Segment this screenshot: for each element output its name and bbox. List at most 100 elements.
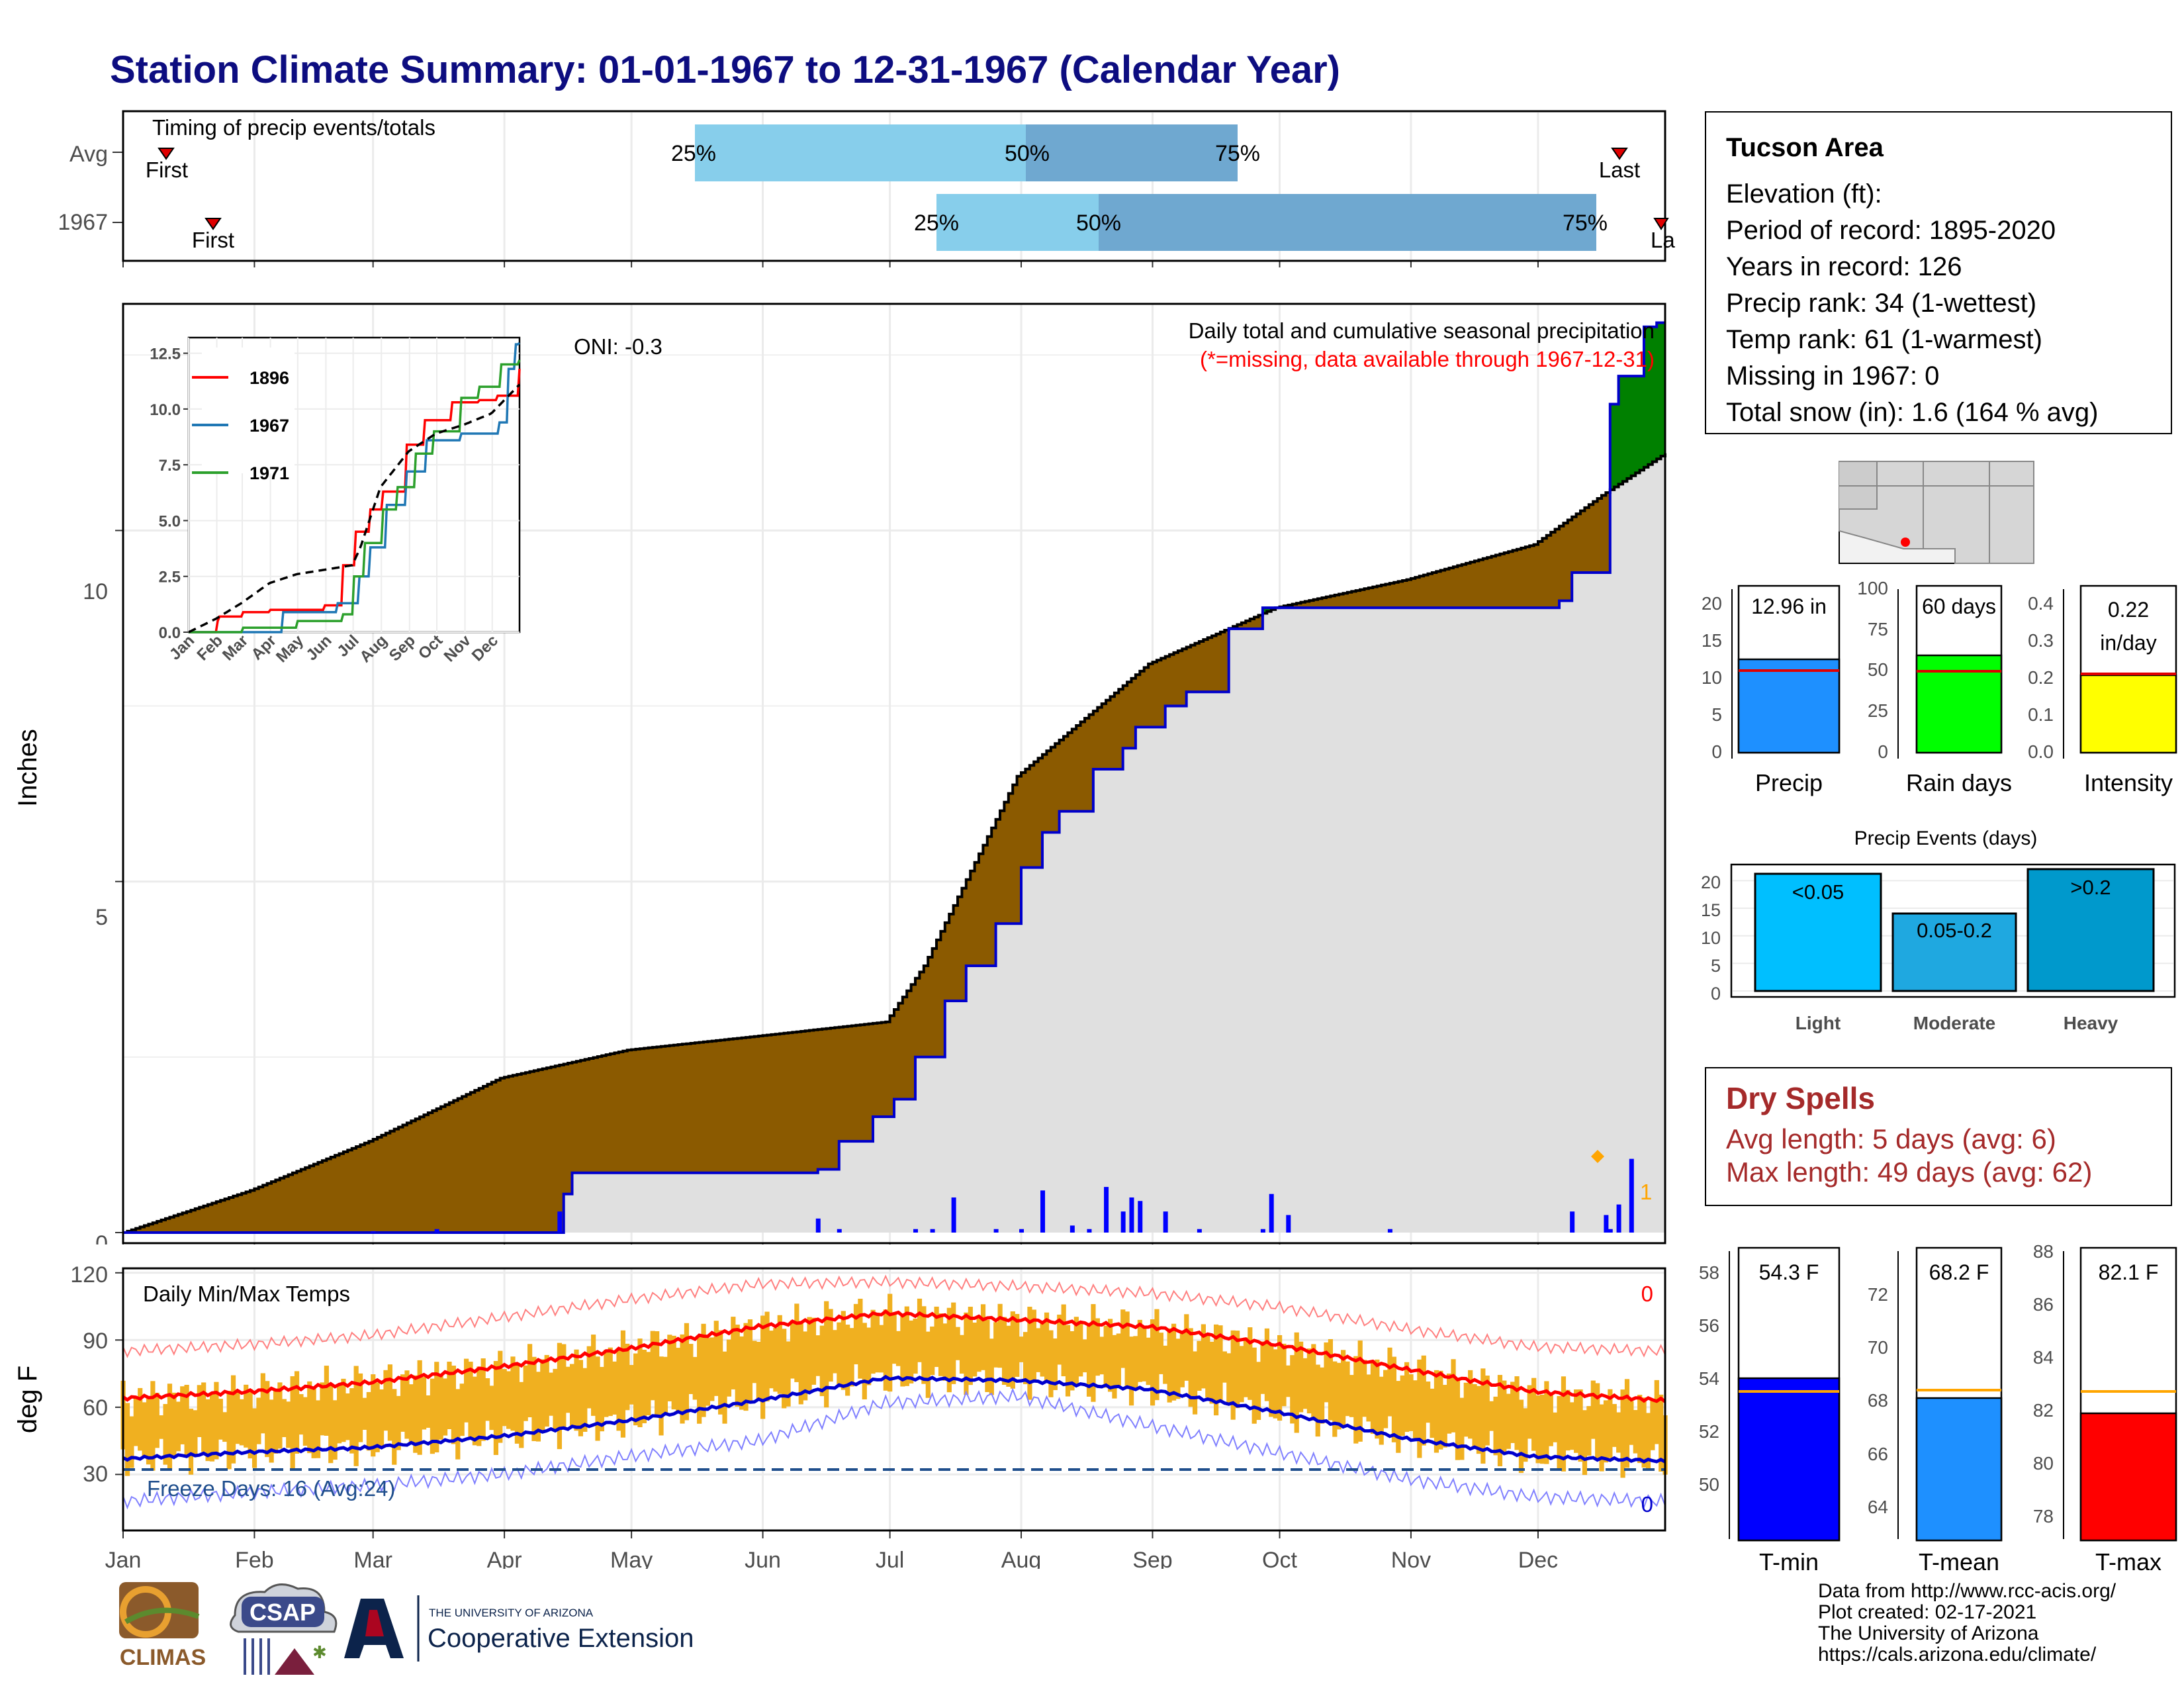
daily-temp-bar	[934, 1306, 939, 1368]
daily-temp-bar	[544, 1354, 549, 1427]
daily-temp-bar	[349, 1388, 355, 1454]
daily-temp-bar	[782, 1329, 787, 1409]
month-label: Nov	[1391, 1548, 1431, 1569]
daily-temp-bar	[1015, 1313, 1020, 1377]
daily-temp-bar	[1320, 1367, 1325, 1424]
daily-temp-bar	[972, 1322, 978, 1377]
daily-temp-bar	[1480, 1368, 1486, 1464]
daily-temp-bar	[1137, 1319, 1142, 1382]
daily-temp-bar	[362, 1397, 367, 1430]
daily-temp-bar	[519, 1382, 524, 1448]
daily-temp-bar	[616, 1350, 621, 1431]
tmin-value: 54.3 F	[1759, 1260, 1819, 1284]
daily-temp-bar	[468, 1362, 473, 1440]
daily-temp-bar	[646, 1352, 651, 1416]
timing-title: Timing of precip events/totals	[152, 115, 435, 140]
daily-temp-bar	[1328, 1338, 1334, 1421]
daily-temp-bar	[591, 1335, 596, 1416]
daily-temp-bar	[604, 1349, 609, 1417]
inset-series-1971	[189, 359, 521, 633]
daily-temp-bar	[1260, 1341, 1265, 1394]
intensity-ytick-02: 0.2	[2028, 667, 2054, 688]
daily-temp-bar	[718, 1330, 723, 1415]
daily-precip-bar	[1104, 1187, 1109, 1233]
daily-temp-bar	[298, 1394, 304, 1435]
events-moderate-value: 0.05-0.2	[1917, 919, 1992, 942]
daily-temp-bar	[1311, 1344, 1316, 1421]
timing-avg-last-label: Last	[1599, 158, 1640, 182]
oni-label: ONI: -0.3	[574, 334, 662, 359]
station-name: Tucson Area	[1726, 133, 1884, 162]
daily-temp-bar	[421, 1377, 427, 1430]
daily-temp-bar	[1518, 1399, 1524, 1474]
daily-temp-bar	[1502, 1380, 1507, 1454]
ua-small-text: THE UNIVERSITY OF ARIZONA	[429, 1607, 594, 1619]
station-info-box: Tucson Area Elevation (ft): Period of re…	[1705, 111, 2172, 434]
timing-avg-50: 50%	[1005, 141, 1050, 166]
daily-temp-bar	[1370, 1361, 1376, 1434]
intensity-value: 0.22	[2108, 598, 2149, 622]
daily-temp-bar	[985, 1319, 990, 1392]
timing-avg-early-bar	[695, 124, 1026, 181]
daily-temp-bar	[1659, 1394, 1664, 1472]
daily-temp-bar	[764, 1311, 770, 1402]
daily-temp-bar	[387, 1364, 392, 1441]
daily-temp-bar	[1277, 1335, 1283, 1421]
daily-temp-bar	[1459, 1397, 1465, 1460]
daily-temp-bar	[828, 1309, 833, 1382]
daily-temp-bar	[531, 1356, 537, 1442]
daily-temp-bar	[1188, 1328, 1193, 1407]
daily-temp-bar	[959, 1335, 965, 1374]
daily-temp-bar	[650, 1331, 655, 1401]
daily-temp-bar	[451, 1366, 456, 1444]
intensity-ytick-04: 0.4	[2028, 593, 2054, 614]
daily-temp-bar	[1447, 1373, 1452, 1434]
raindays-value: 60 days	[1922, 594, 1996, 618]
tmin-ytick-56: 56	[1699, 1315, 1719, 1336]
daily-temp-bar	[1603, 1400, 1609, 1463]
daily-precip-bar	[1138, 1201, 1143, 1233]
summary-precip-bars: 20 15 10 5 0 12.96 in Precip 100 75 50 2…	[1702, 578, 2177, 796]
month-label: Mar	[353, 1548, 392, 1569]
daily-temp-bar	[1387, 1347, 1392, 1417]
daily-temp-bar	[138, 1387, 143, 1451]
daily-temp-bar	[1069, 1331, 1075, 1391]
tmean-ytick-70: 70	[1868, 1337, 1888, 1358]
daily-temp-bar	[239, 1399, 244, 1446]
events-light-value: <0.05	[1792, 880, 1844, 904]
daily-temp-bar	[1451, 1359, 1456, 1432]
daily-temp-bar	[341, 1378, 346, 1442]
daily-precip-bar	[1019, 1229, 1024, 1233]
daily-temp-bar	[480, 1358, 486, 1441]
daily-temp-bar	[731, 1317, 736, 1389]
tmax-ytick-82: 82	[2033, 1400, 2054, 1421]
daily-temp-bar	[667, 1335, 672, 1401]
daily-temp-bar	[1006, 1325, 1011, 1387]
daily-temp-bar	[1535, 1395, 1541, 1464]
daily-temp-bar	[1417, 1359, 1422, 1458]
daily-temp-bar	[1306, 1348, 1312, 1414]
daily-temp-bar	[946, 1307, 952, 1393]
daily-temp-bar	[235, 1391, 240, 1444]
main-precip-panel: Inches 0 5 10 ONI: -0.3 Daily total and …	[13, 303, 1666, 1244]
tmax-label: T-max	[2095, 1548, 2161, 1575]
daily-temp-bar	[578, 1360, 584, 1436]
month-label: Aug	[1001, 1548, 1042, 1569]
daily-precip-bar	[1040, 1190, 1046, 1233]
daily-temp-bar	[1269, 1344, 1274, 1417]
tmin-ytick-52: 52	[1699, 1421, 1719, 1442]
daily-precip-bar	[1387, 1229, 1392, 1233]
daily-temp-bar	[328, 1384, 334, 1464]
timing-1967-first-marker	[205, 218, 222, 230]
dry-spells-box: Dry Spells Avg length: 5 days (avg: 6) M…	[1705, 1067, 2172, 1206]
daily-temp-bar	[1438, 1370, 1443, 1450]
daily-temp-bar	[1565, 1389, 1570, 1451]
daily-temp-bar	[251, 1408, 257, 1468]
temp-ytick-30: 30	[83, 1462, 108, 1487]
daily-temp-bar	[540, 1359, 545, 1433]
raindays-ytick-0: 0	[1878, 741, 1888, 762]
events-moderate-bar	[1891, 912, 2017, 992]
daily-temp-bar	[277, 1382, 283, 1449]
daily-temp-bar	[146, 1398, 152, 1465]
station-temp-rank: Temp rank: 61 (1-warmest)	[1726, 325, 2042, 354]
